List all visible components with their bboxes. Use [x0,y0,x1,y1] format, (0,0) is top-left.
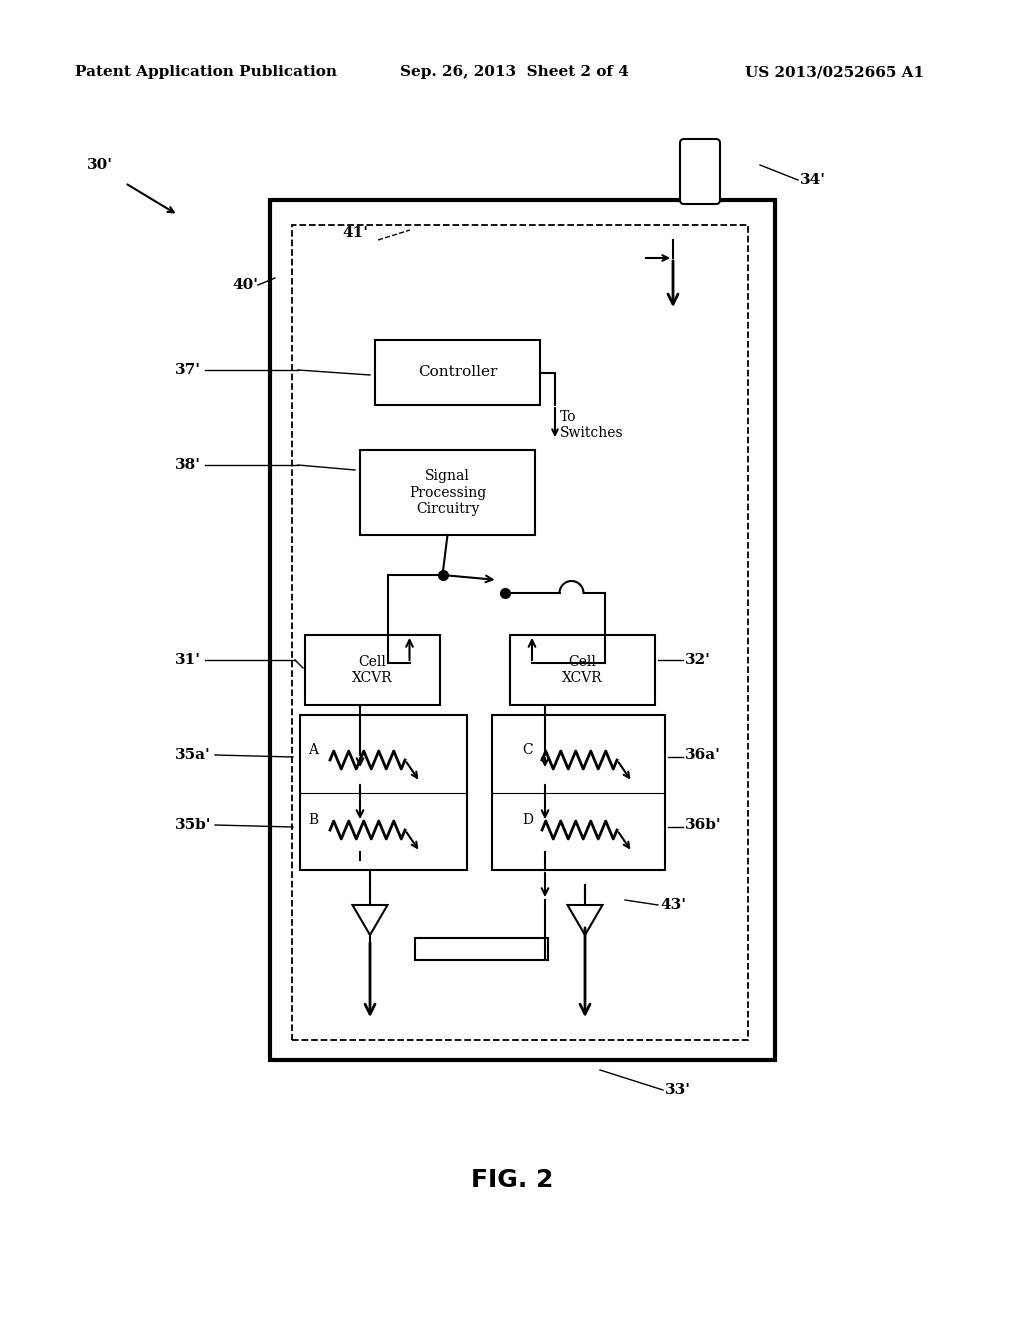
Text: C: C [522,743,532,756]
Text: 31': 31' [175,653,201,667]
Text: 43': 43' [660,898,686,912]
Text: 30': 30' [87,158,113,172]
Text: 35b': 35b' [175,818,212,832]
Polygon shape [352,906,387,935]
Bar [510,635,655,705]
Text: US 2013/0252665 A1: US 2013/0252665 A1 [745,65,924,79]
Bar [292,224,748,1040]
Text: 40': 40' [232,279,258,292]
Bar [360,450,535,535]
Text: 36a': 36a' [685,748,721,762]
Text: 36b': 36b' [685,818,722,832]
Text: 35a': 35a' [175,748,211,762]
Text: B: B [308,813,318,828]
Text: D: D [522,813,534,828]
Bar [492,715,665,870]
Text: Signal
Processing
Circuitry: Signal Processing Circuitry [409,470,486,516]
Bar [415,939,548,960]
Bar [300,715,467,870]
Polygon shape [567,906,602,935]
Text: To
Switches: To Switches [560,411,624,440]
Text: Patent Application Publication: Patent Application Publication [75,65,337,79]
Text: 41': 41' [342,226,368,240]
Bar [270,201,775,1060]
Text: 32': 32' [685,653,711,667]
FancyBboxPatch shape [680,139,720,205]
Text: Cell
XCVR: Cell XCVR [352,655,393,685]
Text: 37': 37' [175,363,201,378]
Text: A: A [308,743,318,756]
Text: 34': 34' [800,173,826,187]
Text: Sep. 26, 2013  Sheet 2 of 4: Sep. 26, 2013 Sheet 2 of 4 [400,65,629,79]
Text: 38': 38' [175,458,201,473]
Text: FIG. 2: FIG. 2 [471,1168,553,1192]
Bar [305,635,440,705]
Text: Cell
XCVR: Cell XCVR [562,655,603,685]
Text: Controller: Controller [418,366,498,380]
Bar [375,341,540,405]
Text: 33': 33' [665,1082,691,1097]
